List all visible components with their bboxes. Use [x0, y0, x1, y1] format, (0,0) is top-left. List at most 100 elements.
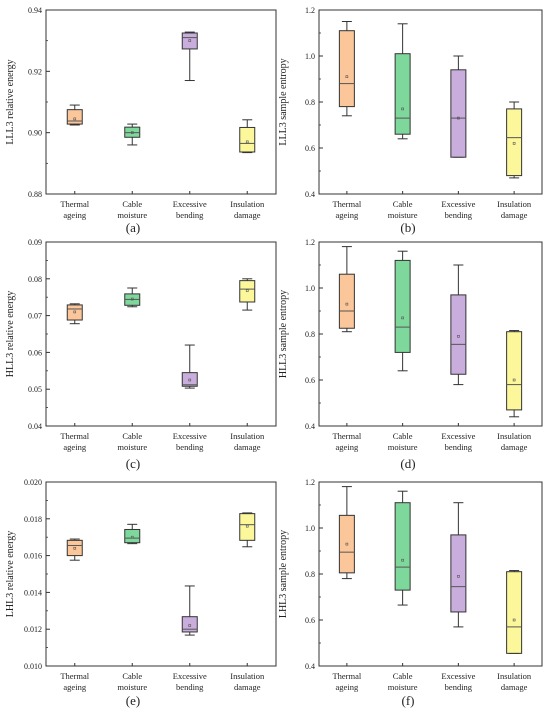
chart-panel: 0.88 0.90 0.92 0.94 LLL3 relative energy Ther… [5, 6, 277, 235]
chart-panel: 0.010 0.012 0.014 0.016 0.018 0.020 LHL3 relat… [5, 478, 277, 708]
box-body [450, 294, 467, 375]
mean-marker [130, 535, 134, 539]
y-tick-label: 0.016 [24, 552, 42, 561]
y-axis-title: LLL3 relative energy [5, 59, 16, 144]
y-tick-label: 1.0 [305, 284, 315, 293]
box-body [394, 502, 411, 591]
box-body [66, 109, 83, 125]
y-tick-label: 0.6 [305, 616, 315, 625]
plot-frame [45, 241, 277, 427]
box-body [506, 571, 523, 654]
box-2 [394, 250, 411, 372]
x-category-label: Excessive bending [441, 671, 475, 692]
x-category-label: Thermal ageing [60, 431, 89, 452]
mean-marker [457, 574, 460, 578]
box-4 [239, 119, 256, 154]
box-4 [506, 570, 523, 654]
y-tick-label: 0.88 [28, 190, 42, 199]
box-4 [506, 330, 523, 418]
box-3 [450, 55, 467, 158]
y-tick-label: 1.0 [305, 52, 315, 61]
box-body [66, 539, 83, 557]
x-category-label: Cable moisture [117, 671, 147, 692]
mean-marker [457, 334, 460, 338]
box-3 [450, 502, 467, 628]
y-tick-label: 0.012 [24, 625, 42, 634]
x-category-label: Cable moisture [117, 431, 147, 452]
x-category-label: Thermal ageing [332, 431, 361, 452]
mean-marker [401, 316, 404, 320]
x-category-label: Insulation damage [230, 671, 265, 692]
box-1 [66, 104, 83, 126]
box-2 [124, 287, 141, 308]
box-body [506, 331, 523, 411]
box-3 [181, 344, 198, 389]
y-tick-label: 0.90 [28, 129, 42, 138]
y-tick-label: 0.07 [28, 312, 42, 321]
y-tick-label: 0.04 [28, 422, 42, 431]
y-tick-label: 1.0 [305, 524, 315, 533]
y-axis-title: LLL3 sample entropy [278, 58, 289, 145]
panel-label: (e) [126, 693, 140, 708]
y-tick-label: 0.8 [305, 98, 315, 107]
mean-marker [130, 297, 134, 301]
x-category-label: Insulation damage [230, 199, 265, 220]
box-1 [338, 486, 355, 580]
mean-marker [188, 378, 192, 382]
y-tick-label: 0.4 [305, 422, 315, 431]
box-1 [338, 21, 355, 117]
plot-frame [45, 9, 277, 195]
box-body [338, 514, 355, 574]
y-tick-label: 0.94 [28, 6, 42, 15]
y-tick-label: 0.4 [305, 662, 315, 671]
box-1 [338, 246, 355, 333]
mean-marker [345, 302, 349, 306]
y-tick-label: 1.2 [305, 238, 315, 247]
mean-marker [245, 524, 249, 528]
y-axis-title: HLL3 sample entropy [278, 290, 289, 378]
x-category-label: Cable moisture [388, 431, 418, 452]
box-body [181, 372, 198, 387]
y-tick-label: 1.2 [305, 6, 315, 15]
chart-panel: 0.04 0.05 0.06 0.07 0.08 0.09 HLL3 relative en… [5, 238, 277, 471]
box-1 [66, 303, 83, 325]
box-body [394, 53, 411, 135]
box-2 [394, 490, 411, 606]
panel-label: (c) [126, 456, 140, 471]
mean-marker [401, 558, 404, 562]
x-category-label: Excessive bending [173, 671, 207, 692]
box-4 [239, 278, 256, 311]
x-category-label: Excessive bending [441, 199, 475, 220]
mean-marker [73, 546, 77, 550]
mean-marker [73, 117, 77, 121]
y-tick-label: 0.4 [305, 190, 315, 199]
x-category-label: Thermal ageing [60, 671, 89, 692]
y-tick-label: 0.8 [305, 570, 315, 579]
panel-label: (f) [402, 693, 415, 708]
y-tick-label: 0.05 [28, 385, 42, 394]
mean-marker [188, 39, 192, 42]
y-tick-label: 0.6 [305, 144, 315, 153]
box-4 [239, 512, 256, 548]
box-body [450, 69, 467, 158]
plot-frame [45, 481, 277, 667]
box-body [239, 126, 256, 153]
y-tick-label: 0.06 [28, 348, 42, 357]
x-category-label: Excessive bending [441, 431, 475, 452]
x-category-label: Insulation damage [497, 199, 532, 220]
mean-marker [245, 289, 249, 292]
y-tick-label: 0.020 [24, 478, 42, 487]
box-body [450, 534, 467, 613]
mean-marker [73, 310, 77, 314]
y-axis-title: HLL3 relative energy [5, 291, 16, 377]
x-category-label: Thermal ageing [60, 199, 89, 220]
panel-label: (b) [400, 220, 415, 235]
chart-panel: 0.4 0.6 0.8 1.0 1.2 LLL3 sample entropy Therma… [278, 6, 543, 235]
box-body [394, 259, 411, 353]
y-tick-label: 0.8 [305, 330, 315, 339]
box-4 [506, 101, 523, 179]
x-category-label: Insulation damage [497, 431, 532, 452]
x-category-label: Excessive bending [173, 199, 207, 220]
box-2 [394, 23, 411, 140]
